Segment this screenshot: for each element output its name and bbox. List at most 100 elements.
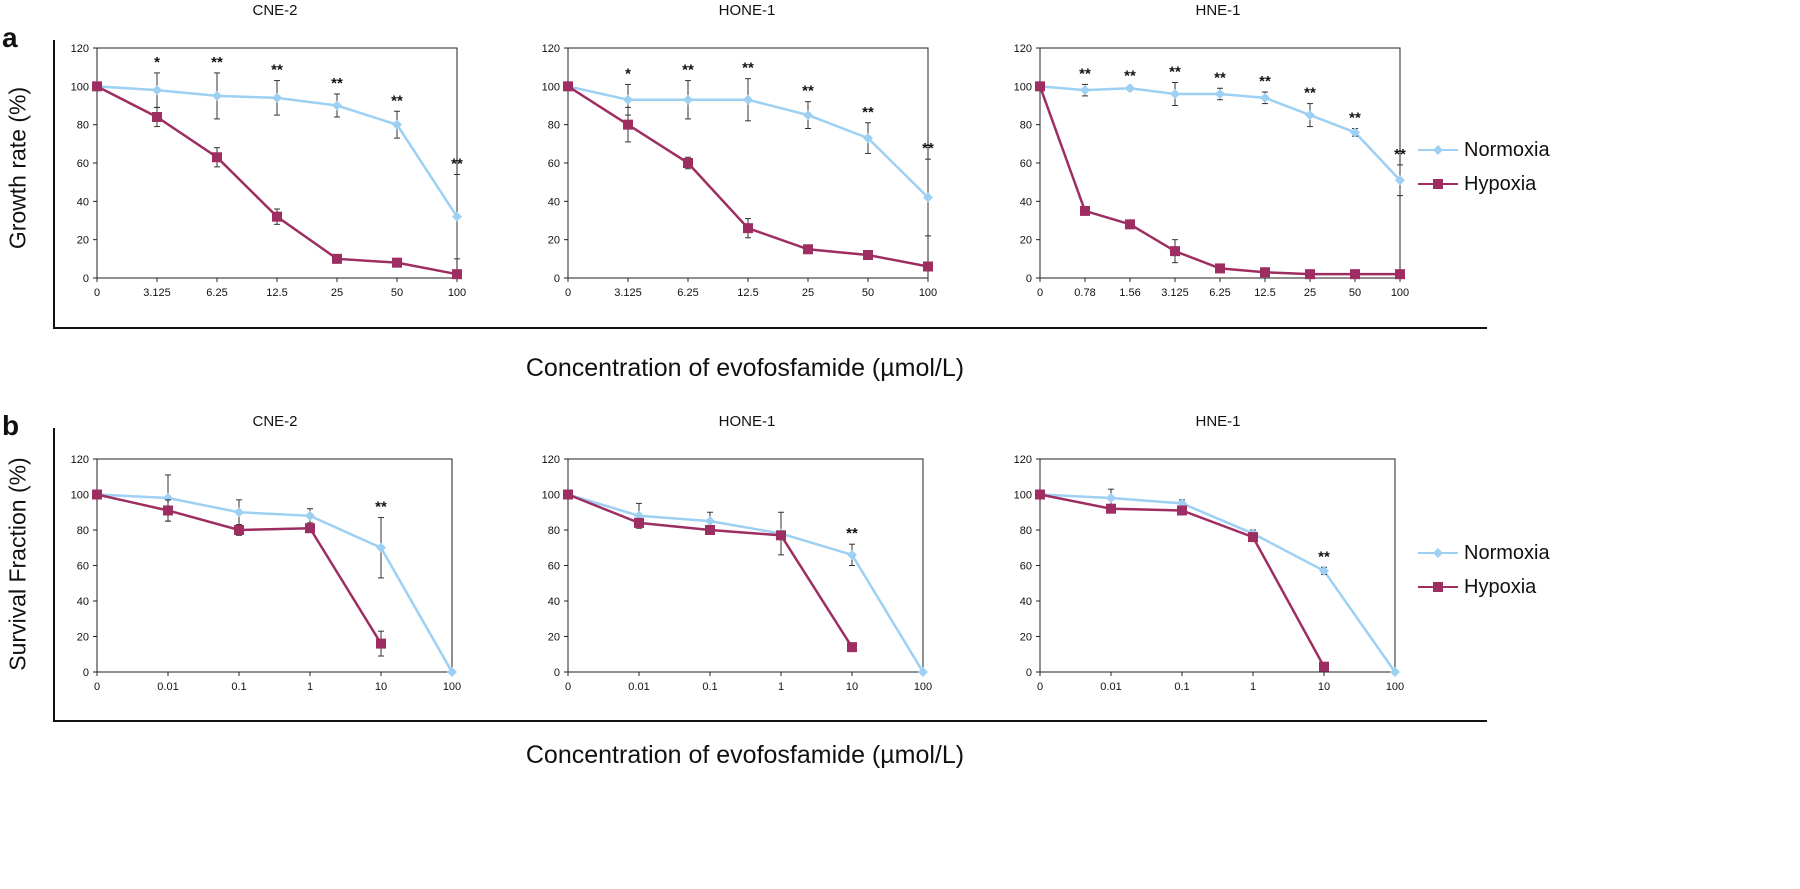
y-tick-label: 60 (1020, 158, 1032, 170)
x-tick-label: 1.56 (1119, 287, 1140, 299)
x-tick-label: 50 (391, 287, 403, 299)
y-tick-label: 60 (77, 158, 89, 170)
data-point-normoxia (1350, 127, 1360, 138)
data-point-hypoxia (376, 638, 386, 649)
y-tick-label: 40 (77, 196, 89, 208)
significance-label: ** (846, 525, 858, 542)
data-point-hypoxia (212, 152, 222, 163)
x-tick-label: 1 (1250, 681, 1256, 693)
significance-label: ** (1259, 73, 1271, 90)
data-point-hypoxia (305, 523, 315, 534)
significance-label: ** (742, 60, 754, 77)
x-tick-label: 6.25 (1209, 287, 1230, 299)
x-tick-label: 0.01 (1100, 681, 1121, 693)
legend-hypoxia-marker-icon (1418, 582, 1458, 592)
chart-b-hne1: 0 20 40 60 80 100 120 0 0.01 0.1 1 10 100 ** (1014, 454, 1405, 693)
data-point-normoxia (918, 667, 928, 677)
data-point-hypoxia (683, 158, 693, 168)
data-point-hypoxia (803, 244, 813, 255)
y-tick-label: 120 (1014, 43, 1032, 55)
legend-item-hypoxia: Hypoxia (1418, 167, 1550, 201)
chart-title-b-hne1: HNE-1 (1195, 413, 1241, 430)
y-tick-label: 100 (71, 81, 89, 93)
panel-b-frame (53, 428, 1487, 722)
data-point-normoxia (1125, 83, 1135, 94)
data-point-hypoxia (563, 81, 573, 92)
data-point-normoxia (863, 133, 873, 144)
panel-b-legend: Normoxia Hypoxia (1418, 536, 1550, 604)
data-point-normoxia (447, 667, 457, 677)
data-point-normoxia (1106, 493, 1116, 504)
x-tick-label: 100 (448, 287, 466, 299)
y-tick-label: 0 (1026, 667, 1032, 679)
data-point-normoxia (623, 94, 633, 105)
y-tick-label: 40 (77, 596, 89, 608)
data-point-hypoxia (1248, 532, 1258, 543)
series-line-normoxia (96, 493, 454, 673)
data-point-hypoxia (1350, 269, 1360, 280)
data-point-hypoxia (705, 525, 715, 535)
data-point-normoxia (683, 94, 693, 105)
y-tick-label: 100 (1014, 490, 1032, 502)
data-point-normoxia (1395, 175, 1405, 186)
y-tick-label: 40 (548, 196, 560, 208)
data-point-normoxia (743, 94, 753, 105)
x-tick-label: 0.78 (1074, 287, 1095, 299)
data-point-normoxia (803, 110, 813, 121)
data-point-hypoxia (1125, 219, 1135, 230)
x-tick-label: 50 (1349, 287, 1361, 299)
data-point-hypoxia (92, 489, 102, 500)
x-tick-label: 100 (443, 681, 461, 693)
legend-normoxia-marker-icon (1418, 145, 1458, 155)
data-point-hypoxia (743, 223, 753, 234)
y-tick-label: 100 (71, 490, 89, 502)
data-point-normoxia (392, 119, 402, 130)
data-point-hypoxia (634, 517, 644, 528)
y-tick-label: 60 (548, 158, 560, 170)
data-point-normoxia (376, 542, 386, 553)
data-point-hypoxia (563, 489, 573, 500)
legend-label-normoxia: Normoxia (1464, 138, 1550, 161)
y-tick-label: 120 (542, 454, 560, 466)
data-point-hypoxia (847, 642, 857, 653)
significance-label: ** (802, 83, 814, 100)
series-line-hypoxia (1038, 85, 1400, 276)
significance-label: * (154, 54, 160, 71)
panel-b-letter: b (2, 410, 20, 441)
significance-label: ** (1124, 67, 1136, 84)
chart-b-hone1: 0 20 40 60 80 100 120 0 0.01 0.1 1 10 100 ** (542, 454, 933, 693)
y-tick-label: 0 (83, 667, 89, 679)
x-tick-label: 0.01 (628, 681, 649, 693)
x-tick-label: 0 (565, 287, 571, 299)
data-point-normoxia (1390, 667, 1400, 677)
significance-label: ** (211, 54, 223, 71)
significance-label: ** (1214, 69, 1226, 86)
y-tick-label: 20 (77, 632, 89, 644)
x-tick-label: 25 (802, 287, 814, 299)
x-tick-label: 12.5 (1254, 287, 1275, 299)
y-tick-label: 40 (1020, 196, 1032, 208)
y-tick-label: 80 (77, 120, 89, 132)
significance-label: ** (922, 140, 934, 157)
y-tick-label: 40 (548, 596, 560, 608)
x-tick-label: 1 (307, 681, 313, 693)
data-point-hypoxia (1035, 81, 1045, 92)
data-point-normoxia (163, 493, 173, 504)
significance-label: ** (391, 92, 403, 109)
data-point-hypoxia (392, 257, 402, 268)
y-tick-label: 60 (77, 561, 89, 573)
data-point-hypoxia (1305, 269, 1315, 280)
y-tick-label: 120 (71, 43, 89, 55)
y-tick-label: 100 (1014, 81, 1032, 93)
legend-item-hypoxia: Hypoxia (1418, 570, 1550, 604)
x-tick-label: 0.1 (1174, 681, 1189, 693)
data-point-hypoxia (272, 211, 282, 222)
data-point-hypoxia (332, 253, 342, 264)
series-line-normoxia (1039, 493, 1397, 673)
chart-title-a-hone1: HONE-1 (718, 2, 776, 19)
data-point-normoxia (1170, 89, 1180, 99)
significance-label: ** (1304, 85, 1316, 102)
data-point-hypoxia (1319, 661, 1329, 672)
data-point-normoxia (847, 549, 857, 560)
